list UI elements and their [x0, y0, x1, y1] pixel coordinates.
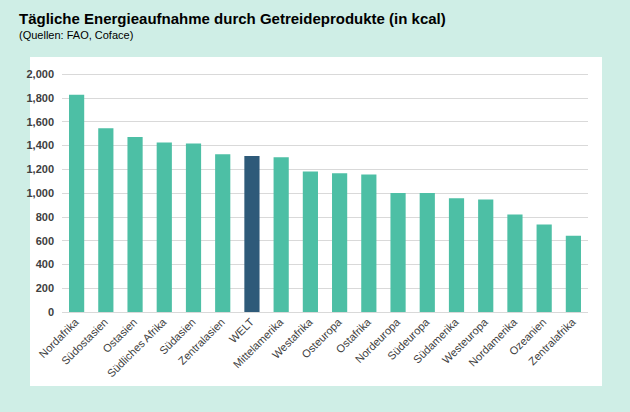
svg-text:600: 600	[36, 235, 54, 247]
svg-text:Westafrika: Westafrika	[269, 315, 315, 361]
svg-text:Südliches Afrika: Südliches Afrika	[104, 315, 169, 380]
svg-text:Ostasien: Ostasien	[100, 315, 140, 355]
svg-text:Zentralasien: Zentralasien	[176, 316, 227, 367]
svg-text:Nordafrika: Nordafrika	[36, 315, 81, 361]
svg-text:400: 400	[36, 258, 54, 270]
svg-text:1,600: 1,600	[26, 116, 54, 128]
svg-text:Tägliche Energieaufnahme durch: Tägliche Energieaufnahme durch Getreidep…	[19, 10, 446, 27]
svg-text:1,200: 1,200	[26, 163, 54, 175]
svg-text:2,000: 2,000	[26, 68, 54, 80]
svg-text:Südostasien: Südostasien	[59, 316, 110, 367]
svg-text:1,000: 1,000	[26, 187, 54, 199]
svg-text:(Quellen: FAO, Coface): (Quellen: FAO, Coface)	[19, 29, 133, 41]
svg-text:800: 800	[36, 211, 54, 223]
svg-text:Südeuropa: Südeuropa	[385, 315, 432, 363]
svg-text:Südasien: Südasien	[156, 315, 198, 357]
svg-text:1,800: 1,800	[26, 92, 54, 104]
svg-text:200: 200	[36, 282, 54, 294]
svg-text:Westeuropa: Westeuropa	[439, 315, 490, 366]
svg-text:Zentralafrika: Zentralafrika	[526, 315, 578, 367]
svg-text:Nordeuropa: Nordeuropa	[352, 315, 403, 366]
svg-text:Ostafrika: Ostafrika	[333, 315, 374, 356]
svg-text:Osteuropa: Osteuropa	[299, 315, 344, 360]
svg-text:WELT: WELT	[226, 315, 257, 346]
svg-text:0: 0	[48, 306, 54, 318]
svg-text:Mittelamerika: Mittelamerika	[230, 315, 286, 371]
svg-text:Ozeanien: Ozeanien	[506, 315, 549, 358]
svg-text:Südamerika: Südamerika	[410, 315, 461, 366]
svg-text:1,400: 1,400	[26, 139, 54, 151]
svg-text:Nordamerika: Nordamerika	[466, 315, 520, 369]
